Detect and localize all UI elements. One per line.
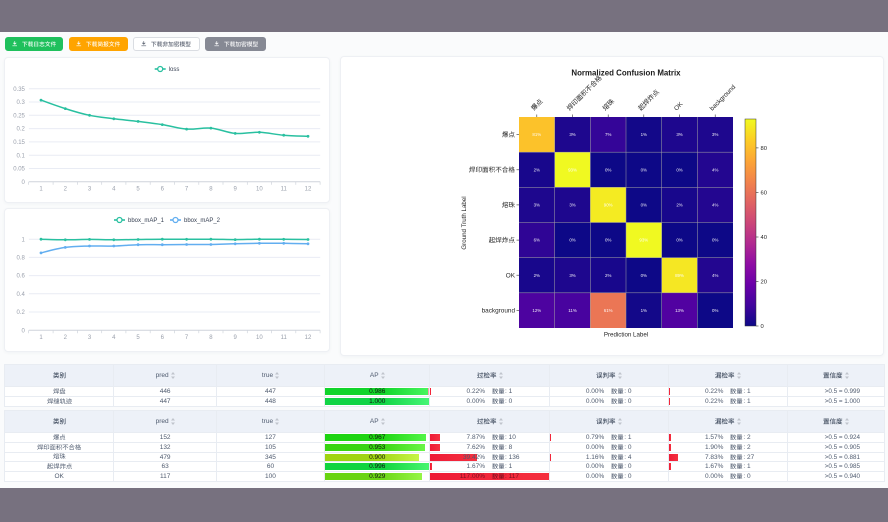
svg-text:0%: 0% (641, 273, 647, 278)
svg-text:0%: 0% (641, 203, 647, 208)
svg-text:0: 0 (22, 180, 26, 186)
svg-text:20: 20 (761, 280, 767, 286)
svg-text:6: 6 (161, 335, 165, 341)
svg-text:11: 11 (281, 187, 288, 193)
svg-text:0%: 0% (605, 167, 611, 172)
svg-text:0.3: 0.3 (17, 100, 26, 106)
svg-text:bbox_mAP_2: bbox_mAP_2 (184, 218, 221, 224)
svg-text:2%: 2% (676, 203, 682, 208)
svg-text:4%: 4% (712, 203, 718, 208)
svg-text:2%: 2% (605, 273, 611, 278)
svg-text:0%: 0% (712, 308, 718, 313)
svg-text:1: 1 (39, 187, 43, 193)
svg-text:0.6: 0.6 (17, 274, 26, 280)
svg-text:3%: 3% (569, 203, 575, 208)
svg-text:2%: 2% (534, 273, 540, 278)
svg-text:3%: 3% (569, 132, 575, 137)
svg-text:7: 7 (185, 187, 189, 193)
svg-text:93%: 93% (568, 167, 577, 172)
svg-text:0.05: 0.05 (13, 167, 25, 173)
svg-text:0.4: 0.4 (17, 292, 26, 298)
svg-text:1: 1 (39, 335, 43, 341)
svg-text:6%: 6% (534, 238, 540, 243)
svg-text:11: 11 (281, 335, 288, 341)
svg-text:0.35: 0.35 (13, 87, 25, 93)
svg-text:0.8: 0.8 (17, 256, 26, 262)
svg-text:7: 7 (185, 335, 189, 341)
svg-text:3%: 3% (712, 132, 718, 137)
svg-text:4: 4 (112, 335, 116, 341)
svg-text:0%: 0% (641, 167, 647, 172)
svg-text:0%: 0% (676, 238, 682, 243)
svg-text:80: 80 (761, 146, 767, 152)
svg-text:Prediction Label: Prediction Label (604, 332, 648, 339)
svg-text:1: 1 (22, 237, 26, 243)
svg-text:5: 5 (136, 187, 140, 193)
svg-text:0.1: 0.1 (17, 153, 26, 159)
svg-text:3%: 3% (569, 273, 575, 278)
svg-text:0: 0 (22, 328, 26, 334)
svg-text:0%: 0% (569, 238, 575, 243)
svg-text:12: 12 (305, 187, 312, 193)
svg-text:61%: 61% (604, 308, 613, 313)
svg-text:2: 2 (64, 335, 68, 341)
svg-text:OK: OK (673, 100, 685, 112)
svg-text:3: 3 (88, 335, 92, 341)
svg-text:81%: 81% (532, 132, 541, 137)
svg-text:13%: 13% (675, 308, 684, 313)
svg-text:5: 5 (136, 335, 140, 341)
svg-text:12%: 12% (532, 308, 541, 313)
svg-text:93%: 93% (639, 238, 648, 243)
svg-text:2: 2 (64, 187, 68, 193)
svg-text:4%: 4% (712, 273, 718, 278)
svg-text:60: 60 (761, 191, 767, 197)
svg-text:4%: 4% (712, 167, 718, 172)
svg-text:0.2: 0.2 (17, 310, 26, 316)
svg-text:0: 0 (761, 324, 764, 330)
svg-text:3%: 3% (676, 132, 682, 137)
svg-text:8: 8 (209, 335, 213, 341)
svg-text:background: background (709, 84, 738, 113)
svg-text:40: 40 (761, 235, 767, 241)
svg-text:0%: 0% (605, 238, 611, 243)
svg-text:6: 6 (161, 187, 165, 193)
svg-text:0%: 0% (712, 238, 718, 243)
svg-text:loss: loss (169, 67, 180, 73)
svg-text:0.15: 0.15 (13, 140, 25, 146)
svg-text:1%: 1% (641, 132, 647, 137)
svg-text:OK: OK (506, 272, 516, 279)
svg-text:9: 9 (234, 335, 238, 341)
svg-text:0.25: 0.25 (13, 113, 25, 119)
svg-text:Ground Truth Label: Ground Truth Label (461, 196, 468, 249)
svg-text:2%: 2% (534, 167, 540, 172)
svg-text:8: 8 (209, 187, 213, 193)
svg-text:1%: 1% (641, 308, 647, 313)
svg-text:0.2: 0.2 (17, 127, 26, 133)
svg-text:Normalized Confusion Matrix: Normalized Confusion Matrix (571, 69, 681, 78)
svg-text:11%: 11% (568, 308, 577, 313)
svg-text:10: 10 (256, 335, 263, 341)
svg-text:4: 4 (112, 187, 116, 193)
svg-text:0%: 0% (676, 167, 682, 172)
svg-text:9: 9 (234, 187, 238, 193)
svg-text:7%: 7% (605, 132, 611, 137)
svg-text:90%: 90% (604, 203, 613, 208)
svg-text:10: 10 (256, 187, 263, 193)
svg-text:3: 3 (88, 187, 92, 193)
svg-text:89%: 89% (675, 273, 684, 278)
svg-text:3%: 3% (534, 203, 540, 208)
svg-text:12: 12 (305, 335, 312, 341)
svg-text:bbox_mAP_1: bbox_mAP_1 (128, 218, 165, 224)
svg-text:background: background (482, 308, 516, 315)
